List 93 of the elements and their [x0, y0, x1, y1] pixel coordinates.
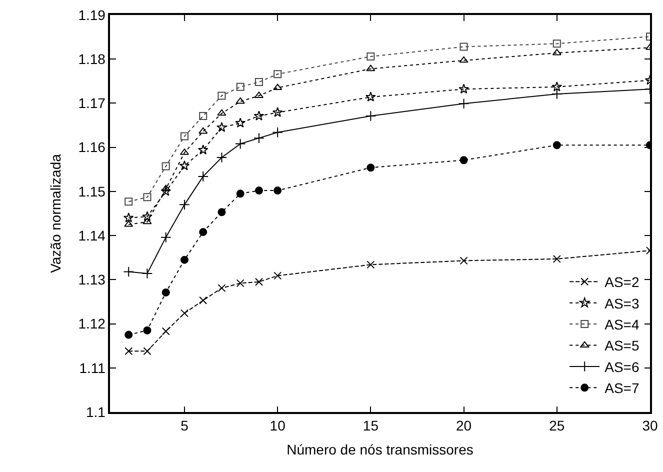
- point: [552, 40, 561, 48]
- point: [123, 212, 134, 222]
- point: [254, 278, 263, 286]
- point: [124, 330, 133, 339]
- y-tick-label: 1.12: [78, 316, 106, 332]
- point: [179, 160, 190, 170]
- point: [218, 92, 226, 100]
- point: [236, 97, 245, 104]
- legend-label: AS=5: [604, 338, 640, 354]
- point: [162, 327, 170, 336]
- point: [274, 272, 282, 280]
- point: [254, 110, 264, 120]
- y-tick-label: 1.14: [78, 227, 106, 244]
- point: [199, 296, 208, 304]
- point: [366, 260, 375, 269]
- point: [199, 228, 208, 236]
- point: [272, 126, 283, 138]
- point: [234, 138, 246, 150]
- point: [124, 198, 133, 206]
- point: [143, 347, 152, 356]
- point: [217, 109, 226, 116]
- point: [236, 82, 244, 91]
- x-tick-label: 25: [549, 418, 565, 434]
- y-tick-label: 1.17: [78, 95, 106, 112]
- point: [180, 132, 188, 140]
- point: [199, 112, 208, 120]
- point: [180, 256, 188, 264]
- point: [366, 64, 376, 72]
- point: [460, 42, 468, 51]
- point: [179, 199, 190, 210]
- y-tick-label: 1.1: [86, 404, 106, 420]
- point: [458, 98, 470, 110]
- point: [552, 88, 562, 100]
- point: [459, 56, 468, 63]
- point: [198, 171, 208, 182]
- point: [254, 78, 263, 86]
- y-tick-label: 1.13: [78, 272, 106, 288]
- point: [273, 84, 282, 90]
- point: [142, 211, 152, 222]
- point: [274, 70, 282, 78]
- y-axis-title: Vazão normalizada: [47, 154, 64, 273]
- x-tick-label: 30: [642, 418, 658, 434]
- point: [460, 256, 468, 265]
- point: [162, 288, 170, 296]
- point: [160, 186, 172, 196]
- point: [218, 208, 226, 216]
- point: [180, 309, 188, 318]
- point: [552, 254, 561, 263]
- x-tick-label: 5: [180, 418, 189, 434]
- point: [458, 84, 469, 94]
- point: [162, 162, 170, 170]
- point: [143, 193, 152, 202]
- point: [366, 92, 376, 102]
- point: [366, 164, 375, 172]
- point: [365, 110, 376, 122]
- y-tick-label: 1.18: [78, 51, 106, 68]
- y-tick-label: 1.15: [78, 183, 106, 200]
- x-tick-label: 20: [456, 418, 472, 434]
- point: [552, 141, 561, 150]
- legend-label: AS=7: [604, 380, 640, 396]
- point: [161, 184, 170, 192]
- point: [124, 347, 133, 356]
- legend-label: AS=2: [604, 274, 640, 290]
- legend-label: AS=6: [604, 358, 640, 375]
- legend-label: AS=3: [604, 295, 640, 312]
- point: [216, 152, 228, 163]
- point: [142, 218, 152, 224]
- y-tick-label: 1.19: [78, 6, 106, 23]
- point: [274, 186, 282, 195]
- point: [142, 268, 153, 279]
- point: [254, 186, 263, 195]
- legend-label: AS=4: [604, 316, 640, 333]
- point: [123, 266, 134, 278]
- y-tick-label: 1.11: [79, 360, 106, 376]
- x-tick-label: 15: [362, 418, 379, 434]
- y-tick-label: 1.16: [78, 139, 106, 156]
- point: [272, 107, 283, 117]
- point: [366, 52, 375, 60]
- point: [552, 82, 562, 92]
- point: [216, 122, 227, 132]
- point: [254, 132, 264, 144]
- point: [143, 326, 152, 334]
- point: [218, 284, 226, 292]
- x-axis-title: Número de nós transmissores: [286, 441, 474, 458]
- point: [198, 127, 208, 134]
- x-tick-label: 10: [270, 418, 286, 434]
- point: [236, 279, 244, 288]
- point: [236, 190, 244, 198]
- point: [198, 144, 208, 154]
- point: [235, 118, 246, 128]
- point: [460, 156, 468, 164]
- point: [160, 232, 172, 243]
- point: [552, 48, 562, 56]
